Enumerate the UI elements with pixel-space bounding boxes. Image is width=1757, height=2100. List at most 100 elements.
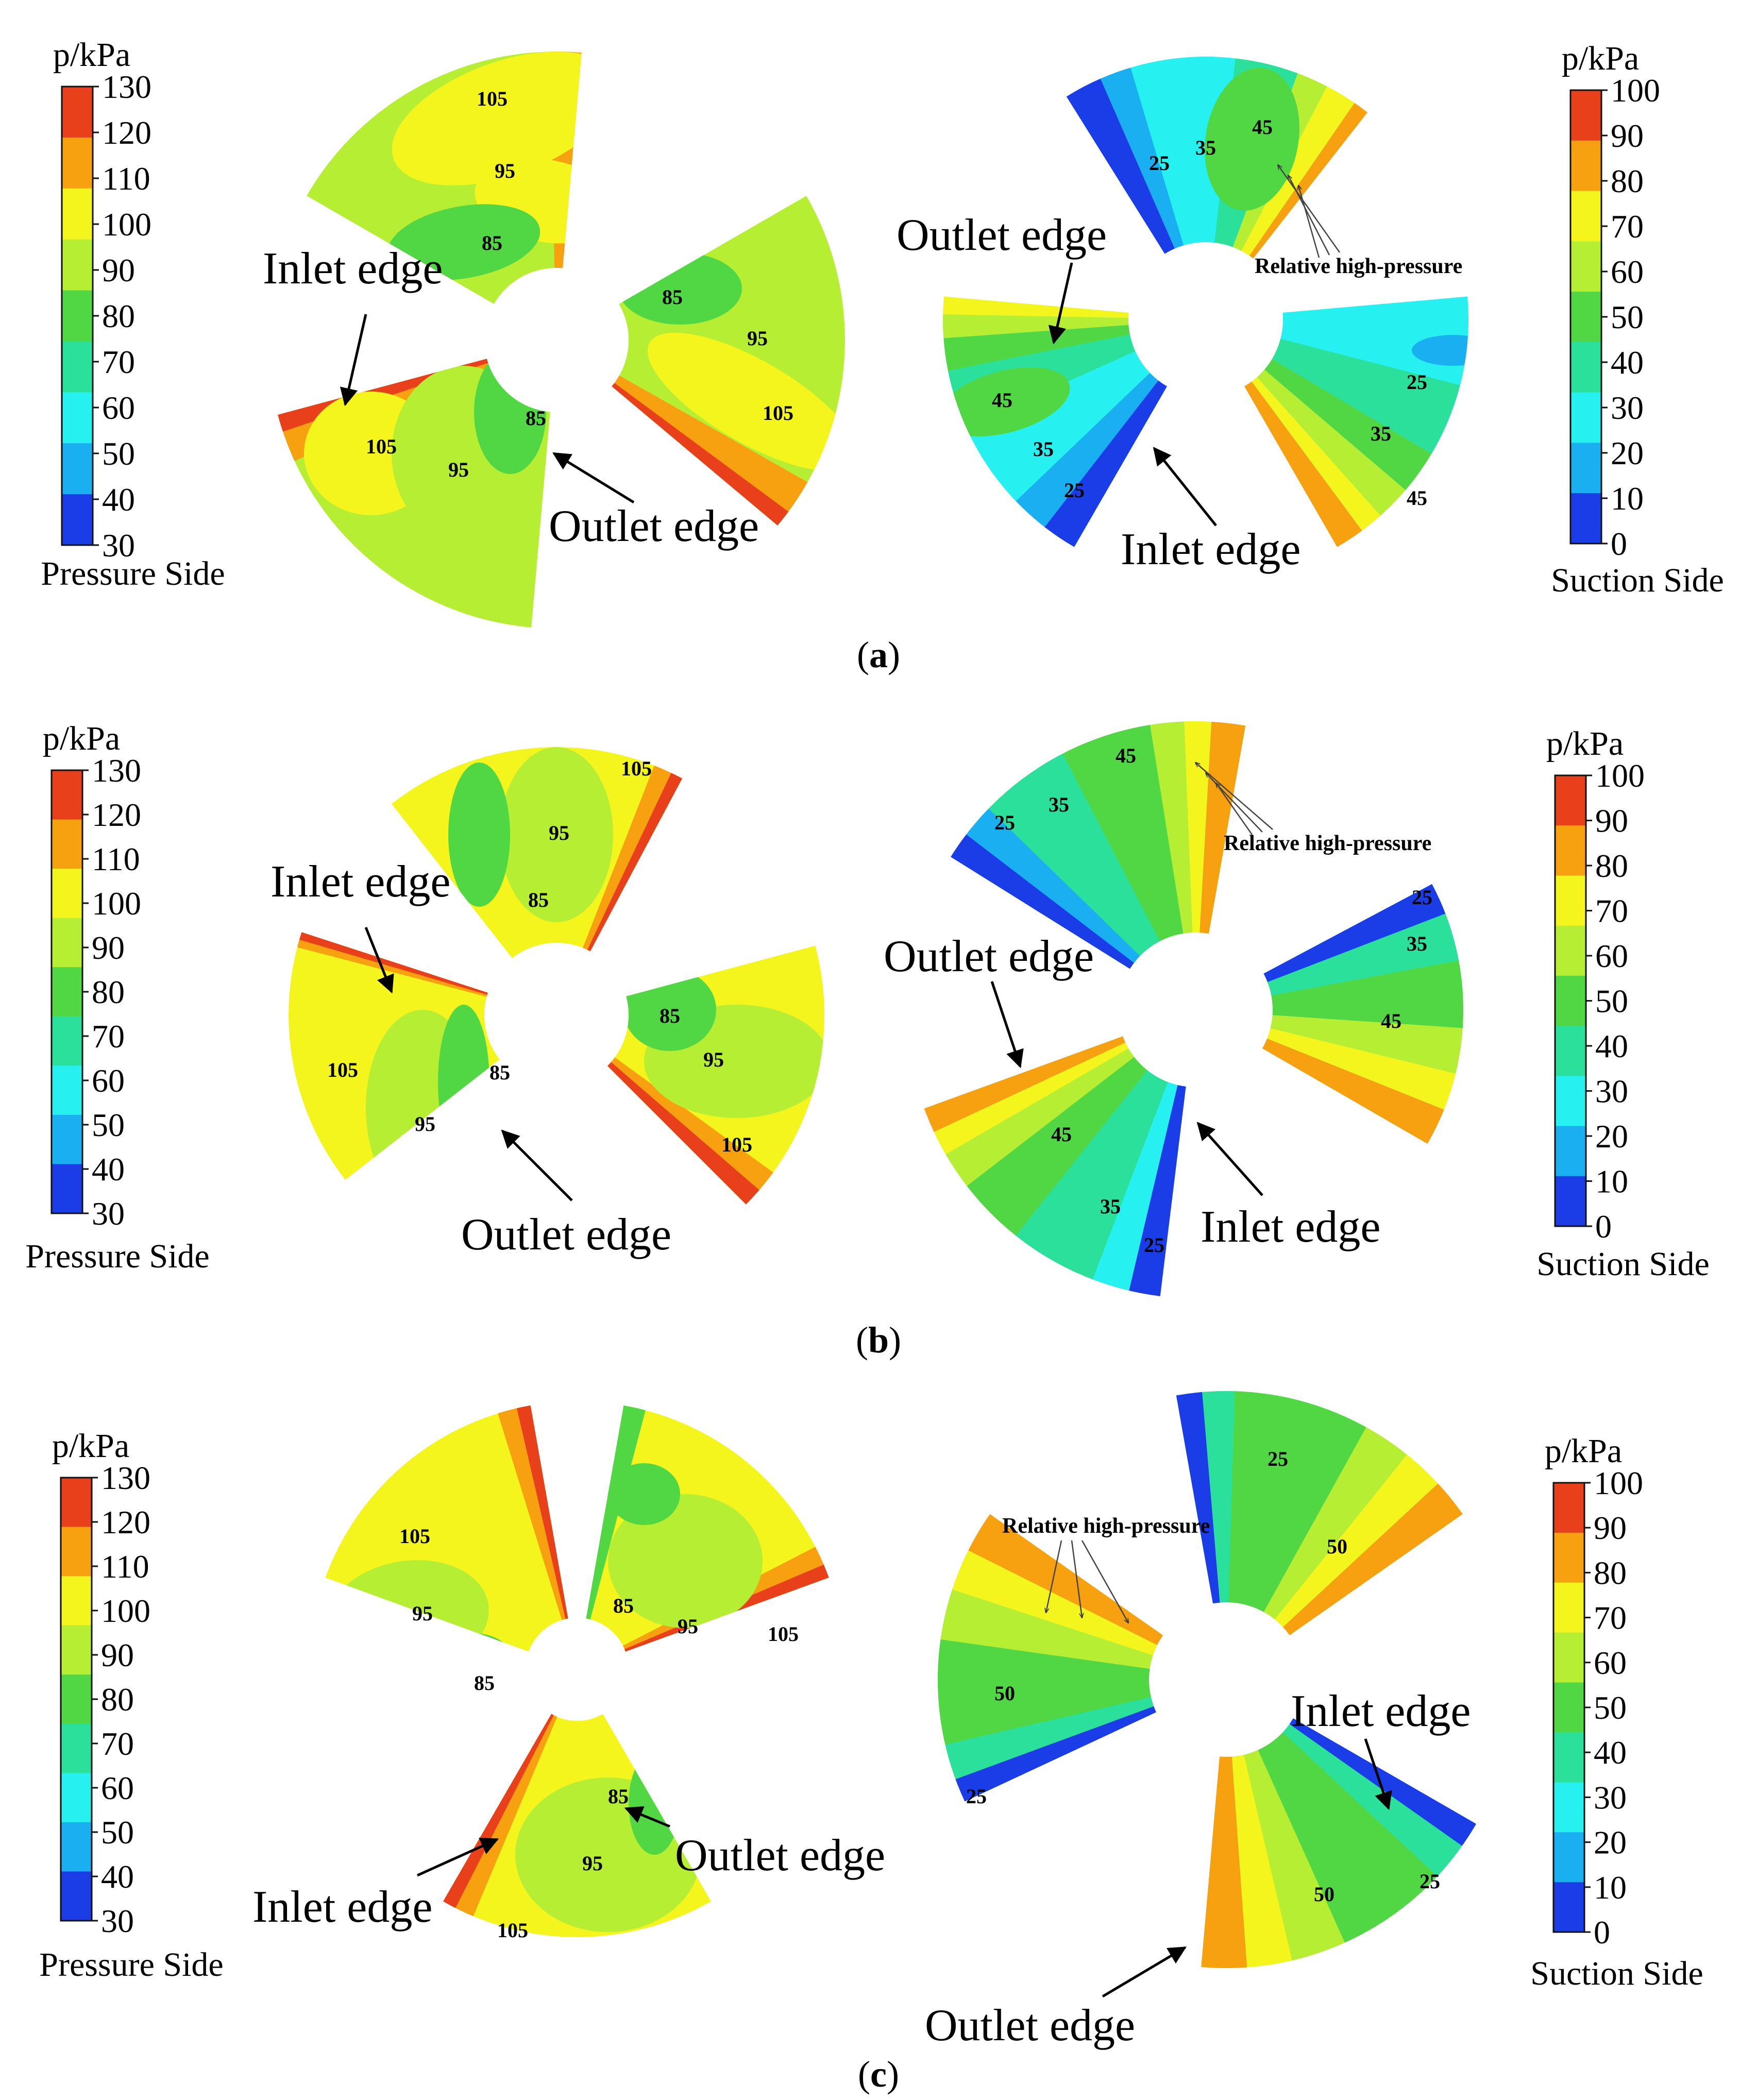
sector-band [1274, 1453, 1439, 1628]
legend-tick-label: 50 [92, 1107, 125, 1143]
legend-swatch [52, 918, 82, 968]
inlet-edge-arrow [340, 314, 367, 407]
labels-layer: 105 95 85 85 95 105 105 95 85 25 35 45 45 35 25 25 35 45 1… [327, 87, 1440, 1942]
sector-band [1201, 1755, 1247, 1968]
legend-tick-label: 10 [1611, 480, 1644, 517]
contour-label: 85 [526, 407, 546, 430]
legend-swatch [62, 392, 93, 444]
contour-label: 45 [1381, 1009, 1401, 1032]
legend-swatch [1553, 1483, 1584, 1533]
sector-band [965, 807, 1141, 964]
sector-band [1244, 380, 1363, 547]
legend-tick-label: 60 [1611, 253, 1644, 290]
contour-label: 85 [482, 231, 502, 255]
legend-tick-label: 120 [92, 797, 141, 833]
contour-region [1412, 335, 1468, 366]
outlet-edge-arrow [990, 981, 1024, 1069]
sector-band [1251, 376, 1381, 532]
sector-band [944, 1048, 1135, 1187]
legend-title: p/kPa [52, 1427, 129, 1465]
contour-label: 95 [448, 458, 469, 481]
legend-swatch [1555, 1076, 1586, 1127]
contour-label: 105 [399, 1525, 430, 1548]
outlet-edge-label: Outlet edge [897, 210, 1107, 260]
sector-band [1288, 1718, 1476, 1847]
sector-band [1256, 369, 1407, 517]
sector-band [1015, 1069, 1169, 1281]
sector-band [1044, 379, 1167, 547]
sector-band [1269, 1015, 1463, 1074]
pointer-line [1081, 1540, 1128, 1623]
legend-swatch [52, 1164, 82, 1214]
captions-layer: (a)(b)(c) [856, 634, 901, 2095]
sector-band [1266, 1028, 1457, 1110]
contour-label: 50 [1327, 1535, 1347, 1558]
legend-tick-label: 110 [101, 1548, 149, 1585]
legend-swatch [62, 290, 93, 342]
legend-swatch [1570, 342, 1601, 393]
contour-label: 95 [549, 821, 569, 844]
legend-tick-label: 60 [101, 1770, 134, 1806]
relative-high-pressure-label: Relative high-pressure [1224, 832, 1431, 855]
sector-band [1128, 1084, 1186, 1296]
pressure-c-blade-right [586, 1405, 829, 1652]
contour-label: 35 [1195, 136, 1216, 159]
sector-band [1266, 913, 1460, 996]
legend-swatch [61, 1822, 92, 1872]
outlet-edge-arrow [1102, 1946, 1187, 1998]
sector-band [988, 753, 1160, 957]
sector-band [951, 834, 1135, 969]
inlet-edge-label: Inlet edge [1201, 1202, 1380, 1252]
suction-side-label-b: Suction Side [1536, 1245, 1710, 1283]
contour-label: 95 [415, 1112, 435, 1136]
legend-tick-label: 100 [92, 885, 141, 922]
contour-label: 25 [1064, 479, 1085, 502]
sector-band [497, 1405, 568, 1621]
legend-tick-label: 20 [1611, 435, 1644, 471]
legend-tick-label: 30 [1611, 389, 1644, 426]
contour-region [438, 1005, 489, 1159]
pressure-side-label-b: Pressure Side [25, 1238, 209, 1275]
legend-tick-label: 80 [92, 974, 125, 1010]
legend-swatch [61, 1723, 92, 1773]
legend-swatch [1553, 1782, 1584, 1833]
caption-letter: c [870, 2054, 887, 2095]
suction-c-blade-bottom [1201, 1718, 1476, 1968]
contour-region [647, 332, 845, 471]
pointer-line [1046, 1540, 1062, 1613]
contour-label: 50 [1314, 1883, 1334, 1906]
legend-swatch [62, 443, 93, 495]
legend-tick-label: 60 [102, 389, 135, 426]
legend-tick-label: 100 [1594, 1465, 1643, 1501]
sector-band [607, 1061, 761, 1205]
legend-swatch [62, 341, 93, 393]
sector-band [1130, 57, 1236, 247]
contour-label: 25 [1420, 1870, 1440, 1893]
contour-region [448, 763, 510, 907]
outlet-edge-label: Outlet edge [925, 2001, 1135, 2051]
contour-region [1205, 67, 1299, 211]
legend-tick-label: 70 [102, 344, 135, 380]
legend-tick-label: 80 [1611, 163, 1644, 199]
pressure-c-blade-bottom [443, 1714, 711, 1937]
caption-open: ( [857, 634, 869, 675]
legend-tick-label: 130 [101, 1460, 150, 1496]
legend-tick-label: 70 [1595, 893, 1628, 929]
contour-label: 25 [966, 1785, 987, 1808]
legend-tick-label: 130 [102, 69, 151, 105]
legend-tick-label: 50 [102, 435, 135, 472]
contour-label: 35 [1371, 422, 1391, 445]
sector-band [1066, 77, 1175, 255]
legend-swatch [61, 1674, 92, 1724]
legend-swatch [62, 87, 93, 138]
sector-band [966, 1056, 1148, 1237]
contour-label: 45 [1051, 1123, 1072, 1146]
sector-band [1092, 1081, 1178, 1292]
contour-label: 105 [477, 87, 508, 110]
contour-label: 35 [1407, 932, 1427, 955]
panel-caption: (c) [858, 2054, 899, 2095]
caption-open: ( [856, 1319, 868, 1361]
legend-tick-label: 30 [101, 1903, 134, 1939]
contour-label: 95 [582, 1852, 603, 1875]
sector-band [612, 382, 789, 526]
